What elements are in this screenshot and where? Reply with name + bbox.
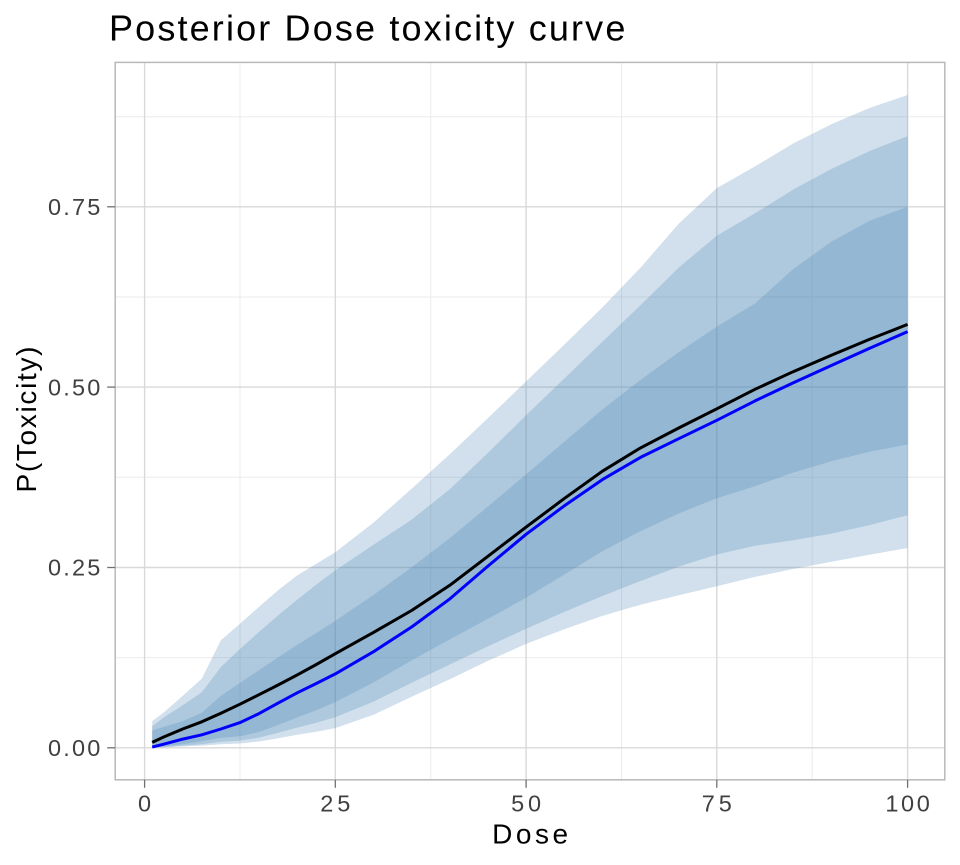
svg-text:0.00: 0.00 [48, 735, 100, 761]
svg-text:0.50: 0.50 [48, 374, 100, 400]
svg-text:100: 100 [885, 791, 930, 817]
svg-text:0: 0 [138, 791, 151, 817]
svg-text:0.25: 0.25 [48, 555, 100, 581]
svg-text:Dose: Dose [492, 818, 568, 849]
svg-text:Posterior Dose toxicity curve: Posterior Dose toxicity curve [109, 8, 628, 49]
svg-text:P(Toxicity): P(Toxicity) [11, 347, 42, 493]
svg-text:0.75: 0.75 [48, 194, 100, 220]
